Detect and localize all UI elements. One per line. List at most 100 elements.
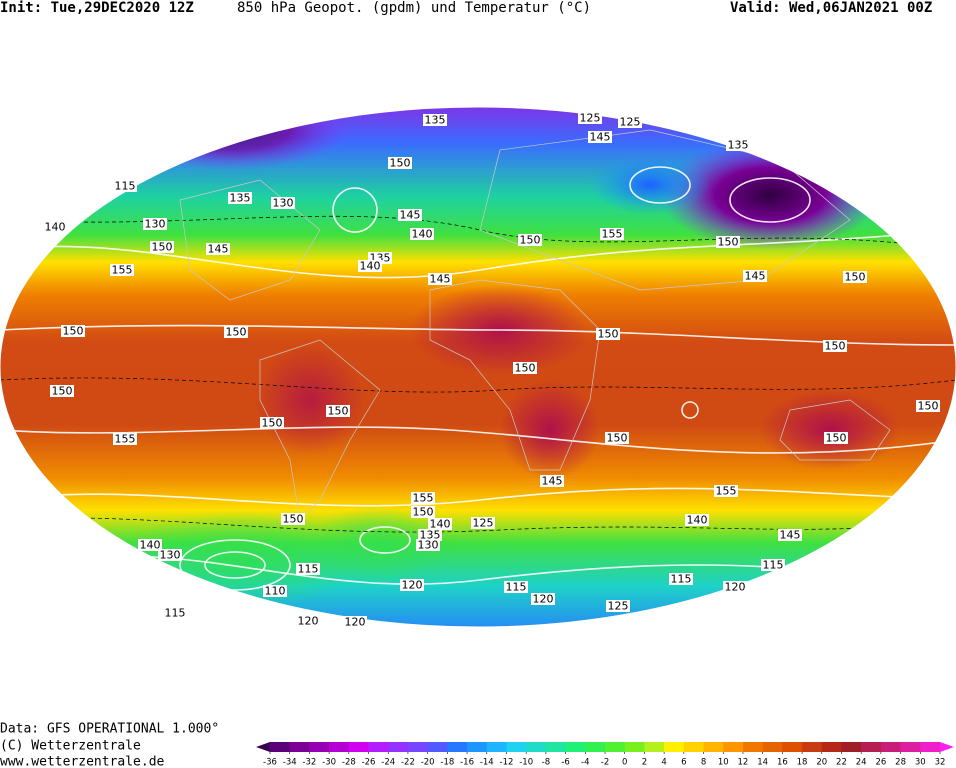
contour-label: 150 <box>326 405 350 418</box>
hot-area <box>255 345 365 455</box>
colorbar-label: -10 <box>519 758 533 768</box>
chart-title: 850 hPa Geopot. (gpdm) und Temperatur (°… <box>237 0 591 16</box>
contour-label: 120 <box>531 593 555 606</box>
colorbar-label: -12 <box>500 758 514 768</box>
colorbar-label: -20 <box>421 758 435 768</box>
colorbar-label: 30 <box>915 758 926 768</box>
colorbar-bin <box>742 742 763 752</box>
contour-label: 120 <box>400 579 424 592</box>
colorbar-bin <box>348 742 369 752</box>
contour-value: 115 <box>165 607 186 620</box>
contour-value: 115 <box>115 180 136 193</box>
contour-label: 140 <box>428 518 452 531</box>
colorbar-bin <box>683 742 704 752</box>
colorbar-arrow <box>940 742 954 752</box>
map-outline <box>0 106 956 628</box>
label-box <box>224 326 248 338</box>
label-box <box>588 131 612 143</box>
contour-value: 135 <box>420 529 441 542</box>
contour-label: 150 <box>411 506 435 519</box>
contour-label: 140 <box>358 260 382 273</box>
contour-value: 155 <box>115 433 136 446</box>
label-box <box>143 218 167 230</box>
label-box <box>343 616 367 628</box>
contour-value: 110 <box>265 585 286 598</box>
contour-label: 110 <box>263 585 287 598</box>
label-box <box>326 405 350 417</box>
contour-value: 120 <box>725 581 746 594</box>
colorbar-bin <box>329 742 350 752</box>
label-box <box>578 112 602 124</box>
init-time: Init: Tue,29DEC2020 12Z <box>0 0 194 16</box>
contour-label: 130 <box>143 218 167 231</box>
contour-label: 150 <box>843 271 867 284</box>
contour-value: 135 <box>230 192 251 205</box>
valid-time: Valid: Wed,06JAN2021 00Z <box>730 0 932 16</box>
colorbar-bin <box>703 742 724 752</box>
contour-value: 130 <box>160 549 181 562</box>
colorbar-label: 24 <box>856 758 867 768</box>
contour-label: 125 <box>471 517 495 530</box>
colorbar-label: 4 <box>661 758 666 768</box>
contour-label: 150 <box>260 417 284 430</box>
contour-label: 155 <box>600 228 624 241</box>
label-box <box>843 271 867 283</box>
contour-label: 150 <box>916 400 940 413</box>
contour-label: 145 <box>588 131 612 144</box>
contour-value: 130 <box>145 218 166 231</box>
colorbar-bin <box>880 742 901 752</box>
colorbar-bin <box>545 742 566 752</box>
colorbar-bin <box>486 742 507 752</box>
label-box <box>206 243 230 255</box>
colorbar-bin <box>585 742 606 752</box>
colorbar-label: 2 <box>642 758 647 768</box>
label-box <box>50 385 74 397</box>
contour-value: 150 <box>283 513 304 526</box>
contour-value: 155 <box>413 492 434 505</box>
colorbar-bin <box>644 742 665 752</box>
colorbar-label: 20 <box>816 758 827 768</box>
contour-label: 135 <box>418 529 442 542</box>
label-box <box>518 234 542 246</box>
label-box <box>824 432 848 444</box>
contour-label: 130 <box>416 539 440 552</box>
label-box <box>138 539 162 551</box>
contour-value: 140 <box>360 260 381 273</box>
geopotential-contours <box>0 166 956 591</box>
colorbar-label: -4 <box>581 758 589 768</box>
contour-value: 145 <box>542 475 563 488</box>
contour-label: 145 <box>398 209 422 222</box>
colorbar-bin <box>526 742 547 752</box>
contour-label: 135 <box>423 114 447 127</box>
label-box <box>263 585 287 597</box>
label-box <box>618 116 642 128</box>
colorbar-label: -6 <box>561 758 569 768</box>
label-box <box>296 563 320 575</box>
contour-value: 155 <box>602 228 623 241</box>
contour-label: 125 <box>606 600 630 613</box>
contour-label: 140 <box>138 539 162 552</box>
colorbar-label: 8 <box>701 758 706 768</box>
label-box <box>428 518 452 530</box>
label-box <box>723 581 747 593</box>
colorbar-bin <box>506 742 527 752</box>
contour-label: 145 <box>206 243 230 256</box>
label-box <box>113 433 137 445</box>
contour-value: 140 <box>687 514 708 527</box>
label-box <box>685 514 709 526</box>
colorbar-bin <box>447 742 468 752</box>
label-box <box>540 475 564 487</box>
label-box <box>271 197 295 209</box>
colorbar-bin <box>723 742 744 752</box>
contour-label: 150 <box>281 513 305 526</box>
label-box <box>163 607 187 619</box>
contour-label: 155 <box>110 264 134 277</box>
colorbar-bin <box>605 742 626 752</box>
label-box <box>596 328 620 340</box>
label-box <box>761 559 785 571</box>
contour-label: 115 <box>163 607 187 620</box>
contour-value: 130 <box>418 539 439 552</box>
contour-label: 115 <box>761 559 785 572</box>
colorbar-bin <box>368 742 389 752</box>
